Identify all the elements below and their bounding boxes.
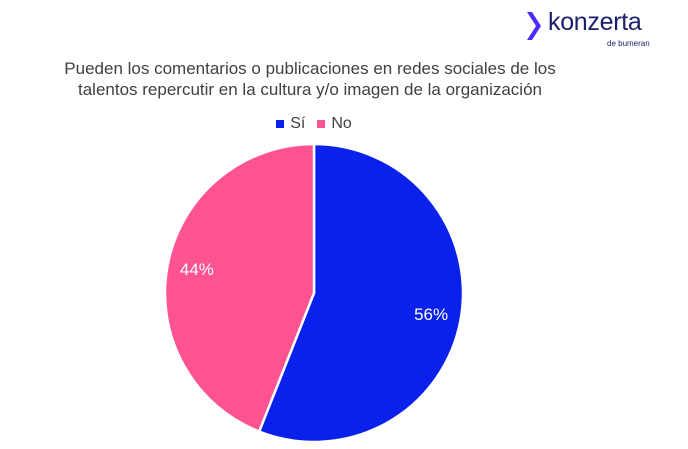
chart-title-line-2: talentos repercutir en la cultura y/o im…	[78, 80, 542, 99]
konzerta-logo-mark	[527, 12, 541, 40]
legend-item-si: Sí	[276, 115, 305, 133]
legend-label-si: Sí	[290, 115, 306, 132]
chart-title: Pueden los comentarios o publicaciones e…	[0, 58, 620, 100]
data-label-si: 56%	[414, 305, 448, 324]
legend-label-no: No	[331, 115, 352, 132]
logo-wordmark: konzerta	[548, 8, 642, 36]
chart-title-line-1: Pueden los comentarios o publicaciones e…	[64, 59, 556, 78]
pie-slice-no	[163, 142, 316, 433]
chart-legend: Sí No	[0, 115, 628, 133]
legend-swatch-si	[276, 120, 285, 128]
data-label-no: 44%	[180, 260, 214, 279]
logo-subtitle: de bumeran	[607, 39, 650, 48]
legend-swatch-no	[317, 120, 326, 128]
legend-item-no: No	[317, 115, 352, 133]
konzerta-logo: konzerta de bumeran	[524, 6, 674, 50]
pie-slice-si	[257, 142, 465, 444]
